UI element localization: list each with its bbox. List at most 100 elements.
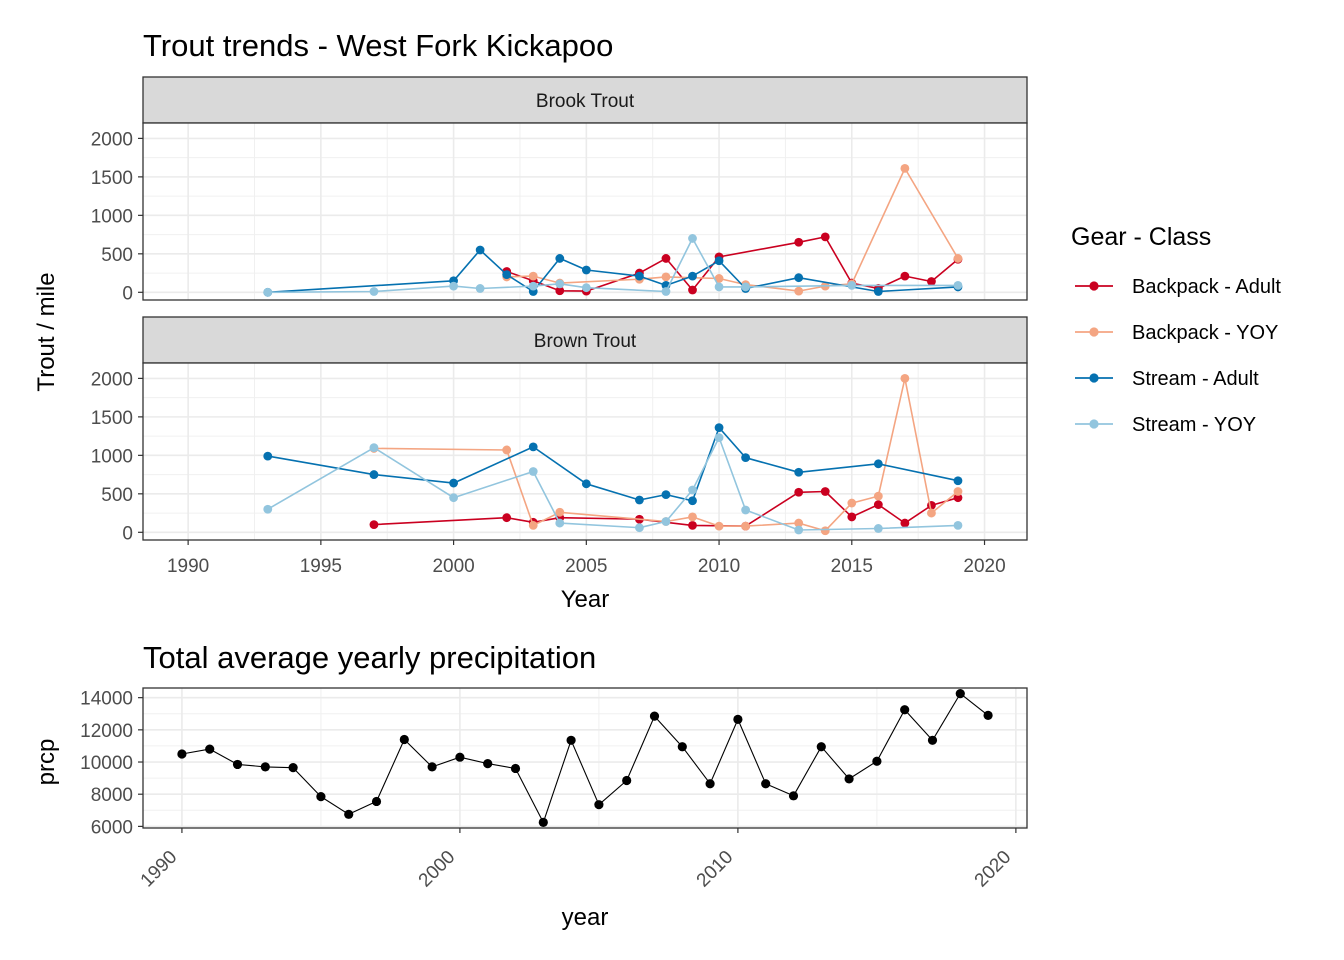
precip-data-point — [483, 759, 493, 769]
data-point-stream-yoy — [847, 280, 857, 290]
data-point-stream-adult — [449, 478, 458, 488]
y-tick-label: 14000 — [80, 689, 133, 710]
legend-label-backpack-yoy: Backpack - YOY — [1132, 322, 1278, 344]
legend-key-point-backpack-adult — [1089, 281, 1099, 291]
y-tick-label: 500 — [101, 485, 133, 506]
y-tick-label: 10000 — [80, 753, 133, 774]
data-point-stream-yoy — [661, 287, 671, 296]
data-point-stream-yoy — [528, 467, 538, 476]
data-point-backpack-yoy — [555, 507, 565, 517]
precip-data-point — [983, 710, 993, 720]
data-point-backpack-adult — [900, 518, 910, 528]
precip-data-point — [260, 762, 270, 772]
panel-background — [143, 363, 1027, 540]
data-point-stream-adult — [581, 479, 591, 489]
data-point-stream-yoy — [873, 524, 883, 533]
data-point-stream-yoy — [581, 283, 591, 293]
data-point-stream-yoy — [263, 287, 273, 297]
x-tick-label: 1995 — [300, 556, 342, 577]
data-point-backpack-yoy — [794, 518, 804, 528]
data-point-backpack-yoy — [741, 521, 751, 531]
data-point-stream-yoy — [794, 525, 804, 535]
legend-title: Gear - Class — [1071, 223, 1211, 251]
data-point-stream-adult — [741, 453, 751, 463]
precip-data-point — [205, 744, 215, 754]
precip-data-point — [900, 705, 910, 715]
legend-key-point-stream-adult — [1089, 373, 1099, 383]
data-point-stream-adult — [502, 270, 512, 280]
x-tick-label: 2010 — [698, 556, 740, 577]
precip-data-point — [788, 791, 799, 801]
data-point-stream-yoy — [475, 284, 485, 293]
panel-border — [142, 687, 1028, 829]
precip-data-point — [232, 759, 243, 770]
data-point-backpack-yoy — [528, 271, 538, 281]
precip-data-point — [316, 792, 326, 802]
data-point-stream-adult — [475, 245, 485, 255]
precip-data-point — [177, 749, 187, 759]
data-point-stream-adult — [555, 254, 565, 263]
data-point-backpack-adult — [661, 254, 671, 263]
facet-strip — [142, 316, 1028, 364]
precip-data-point — [594, 800, 604, 810]
precip-data-point — [733, 714, 743, 724]
data-point-backpack-adult — [927, 500, 936, 510]
trout-x-axis-title: Year — [561, 586, 610, 613]
data-point-backpack-adult — [369, 520, 379, 530]
data-point-stream-yoy — [688, 234, 697, 243]
precip-data-point — [371, 796, 382, 807]
data-point-stream-yoy — [449, 493, 458, 503]
data-point-stream-adult — [873, 459, 883, 469]
data-point-stream-yoy — [635, 523, 644, 533]
precip-data-point — [288, 763, 298, 773]
data-point-backpack-adult — [847, 512, 857, 522]
series-line-backpack-yoy — [506, 167, 959, 292]
data-point-backpack-adult — [927, 277, 936, 286]
data-point-stream-yoy — [528, 281, 538, 291]
legend-key-point-stream-yoy — [1089, 419, 1099, 429]
legend-entries: Backpack - Adult Backpack - YOY Stream - A… — [1075, 276, 1281, 436]
data-point-stream-adult — [635, 271, 644, 281]
data-point-stream-adult — [635, 495, 644, 505]
precip-data-point — [510, 763, 521, 774]
data-point-backpack-yoy — [927, 508, 936, 518]
data-point-stream-adult — [688, 271, 697, 281]
data-point-backpack-yoy — [820, 526, 830, 536]
data-point-stream-yoy — [369, 287, 379, 296]
data-point-backpack-adult — [820, 487, 830, 496]
precip-data-point — [955, 689, 965, 699]
data-point-backpack-adult — [900, 271, 910, 281]
precip-data-point — [927, 735, 938, 745]
legend-label-stream-yoy: Stream - YOY — [1132, 414, 1256, 436]
data-point-backpack-yoy — [953, 254, 963, 263]
trout-trends-chart: Trout trends - West Fork Kickapoo Trout … — [33, 28, 1028, 613]
facet-brown-trout: Brown Trout 0 500 1000 1500 2000 — [91, 316, 1028, 544]
data-point-stream-yoy — [953, 520, 963, 530]
precip-line — [181, 693, 989, 823]
data-point-stream-yoy — [714, 282, 724, 292]
data-point-backpack-yoy — [528, 520, 538, 530]
data-point-backpack-yoy — [794, 286, 804, 296]
data-point-stream-adult — [369, 470, 379, 479]
precip-data-point — [427, 762, 437, 772]
trout-y-axis-title: Trout / mile — [33, 272, 60, 391]
data-point-stream-yoy — [449, 281, 458, 291]
data-point-stream-adult — [794, 273, 804, 283]
data-point-backpack-adult — [794, 237, 804, 247]
data-point-stream-yoy — [953, 280, 963, 290]
data-point-backpack-yoy — [873, 491, 883, 501]
x-tick-label: 2020 — [963, 556, 1005, 577]
data-point-stream-yoy — [688, 485, 697, 495]
data-point-stream-adult — [661, 490, 671, 499]
data-point-stream-adult — [794, 467, 804, 477]
data-point-stream-adult — [581, 265, 591, 275]
x-tick-label: 2015 — [831, 556, 873, 577]
x-tick-label: 2005 — [565, 556, 607, 577]
trout-chart-title: Trout trends - West Fork Kickapoo — [143, 28, 613, 63]
data-point-stream-yoy — [555, 518, 565, 528]
precip-data-point — [538, 817, 548, 827]
x-tick-label: 2000 — [432, 556, 474, 577]
facet-brook-trout: Brook Trout 0 500 1000 1500 2000 — [91, 76, 1028, 304]
y-tick-label: 2000 — [91, 369, 133, 390]
